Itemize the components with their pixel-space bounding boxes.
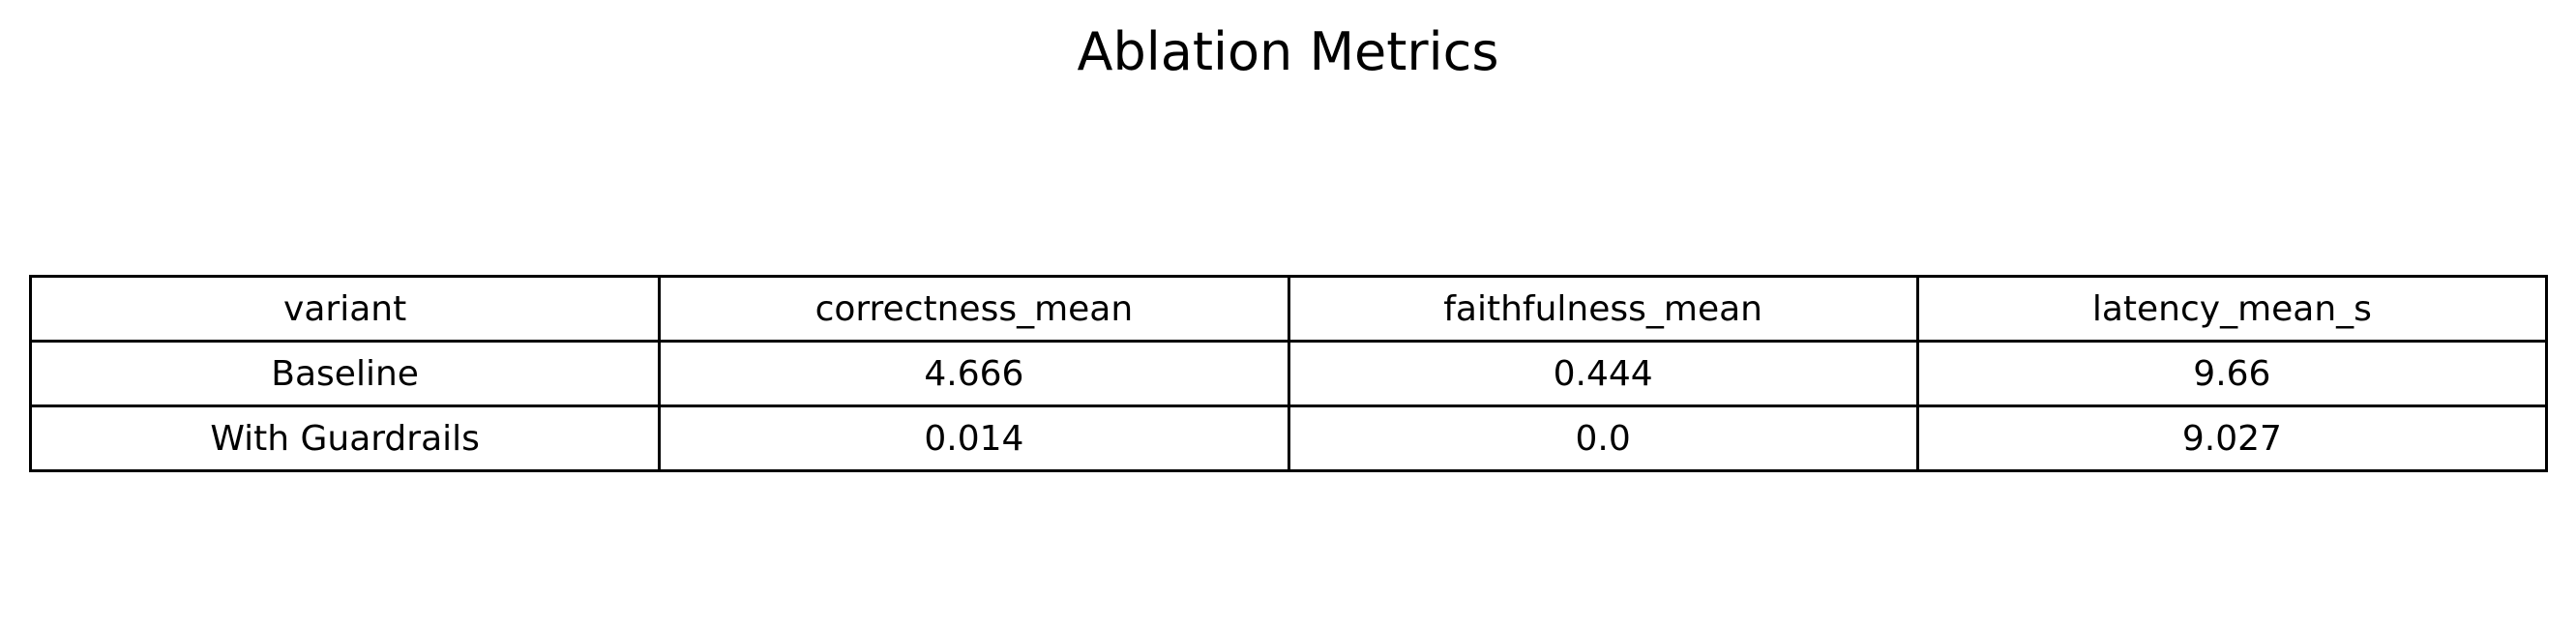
cell-latency-mean-s: 9.027 xyxy=(1915,404,2549,472)
cell-correctness-mean: 0.014 xyxy=(658,404,1290,472)
cell-variant: Baseline xyxy=(28,340,662,407)
cell-variant: With Guardrails xyxy=(28,404,662,472)
ablation-metrics-table: variant correctness_mean faithfulness_me… xyxy=(28,275,2549,472)
column-header-variant: variant xyxy=(28,275,662,343)
table-row: With Guardrails 0.014 0.0 9.027 xyxy=(28,404,2549,472)
chart-title: Ablation Metrics xyxy=(1077,21,1499,82)
column-header-latency-mean-s: latency_mean_s xyxy=(1915,275,2549,343)
cell-faithfulness-mean: 0.0 xyxy=(1287,404,1919,472)
cell-latency-mean-s: 9.66 xyxy=(1915,340,2549,407)
column-header-faithfulness-mean: faithfulness_mean xyxy=(1287,275,1919,343)
table-row: Baseline 4.666 0.444 9.66 xyxy=(28,340,2549,407)
cell-correctness-mean: 4.666 xyxy=(658,340,1290,407)
column-header-correctness-mean: correctness_mean xyxy=(658,275,1290,343)
cell-faithfulness-mean: 0.444 xyxy=(1287,340,1919,407)
table-header-row: variant correctness_mean faithfulness_me… xyxy=(28,275,2549,343)
